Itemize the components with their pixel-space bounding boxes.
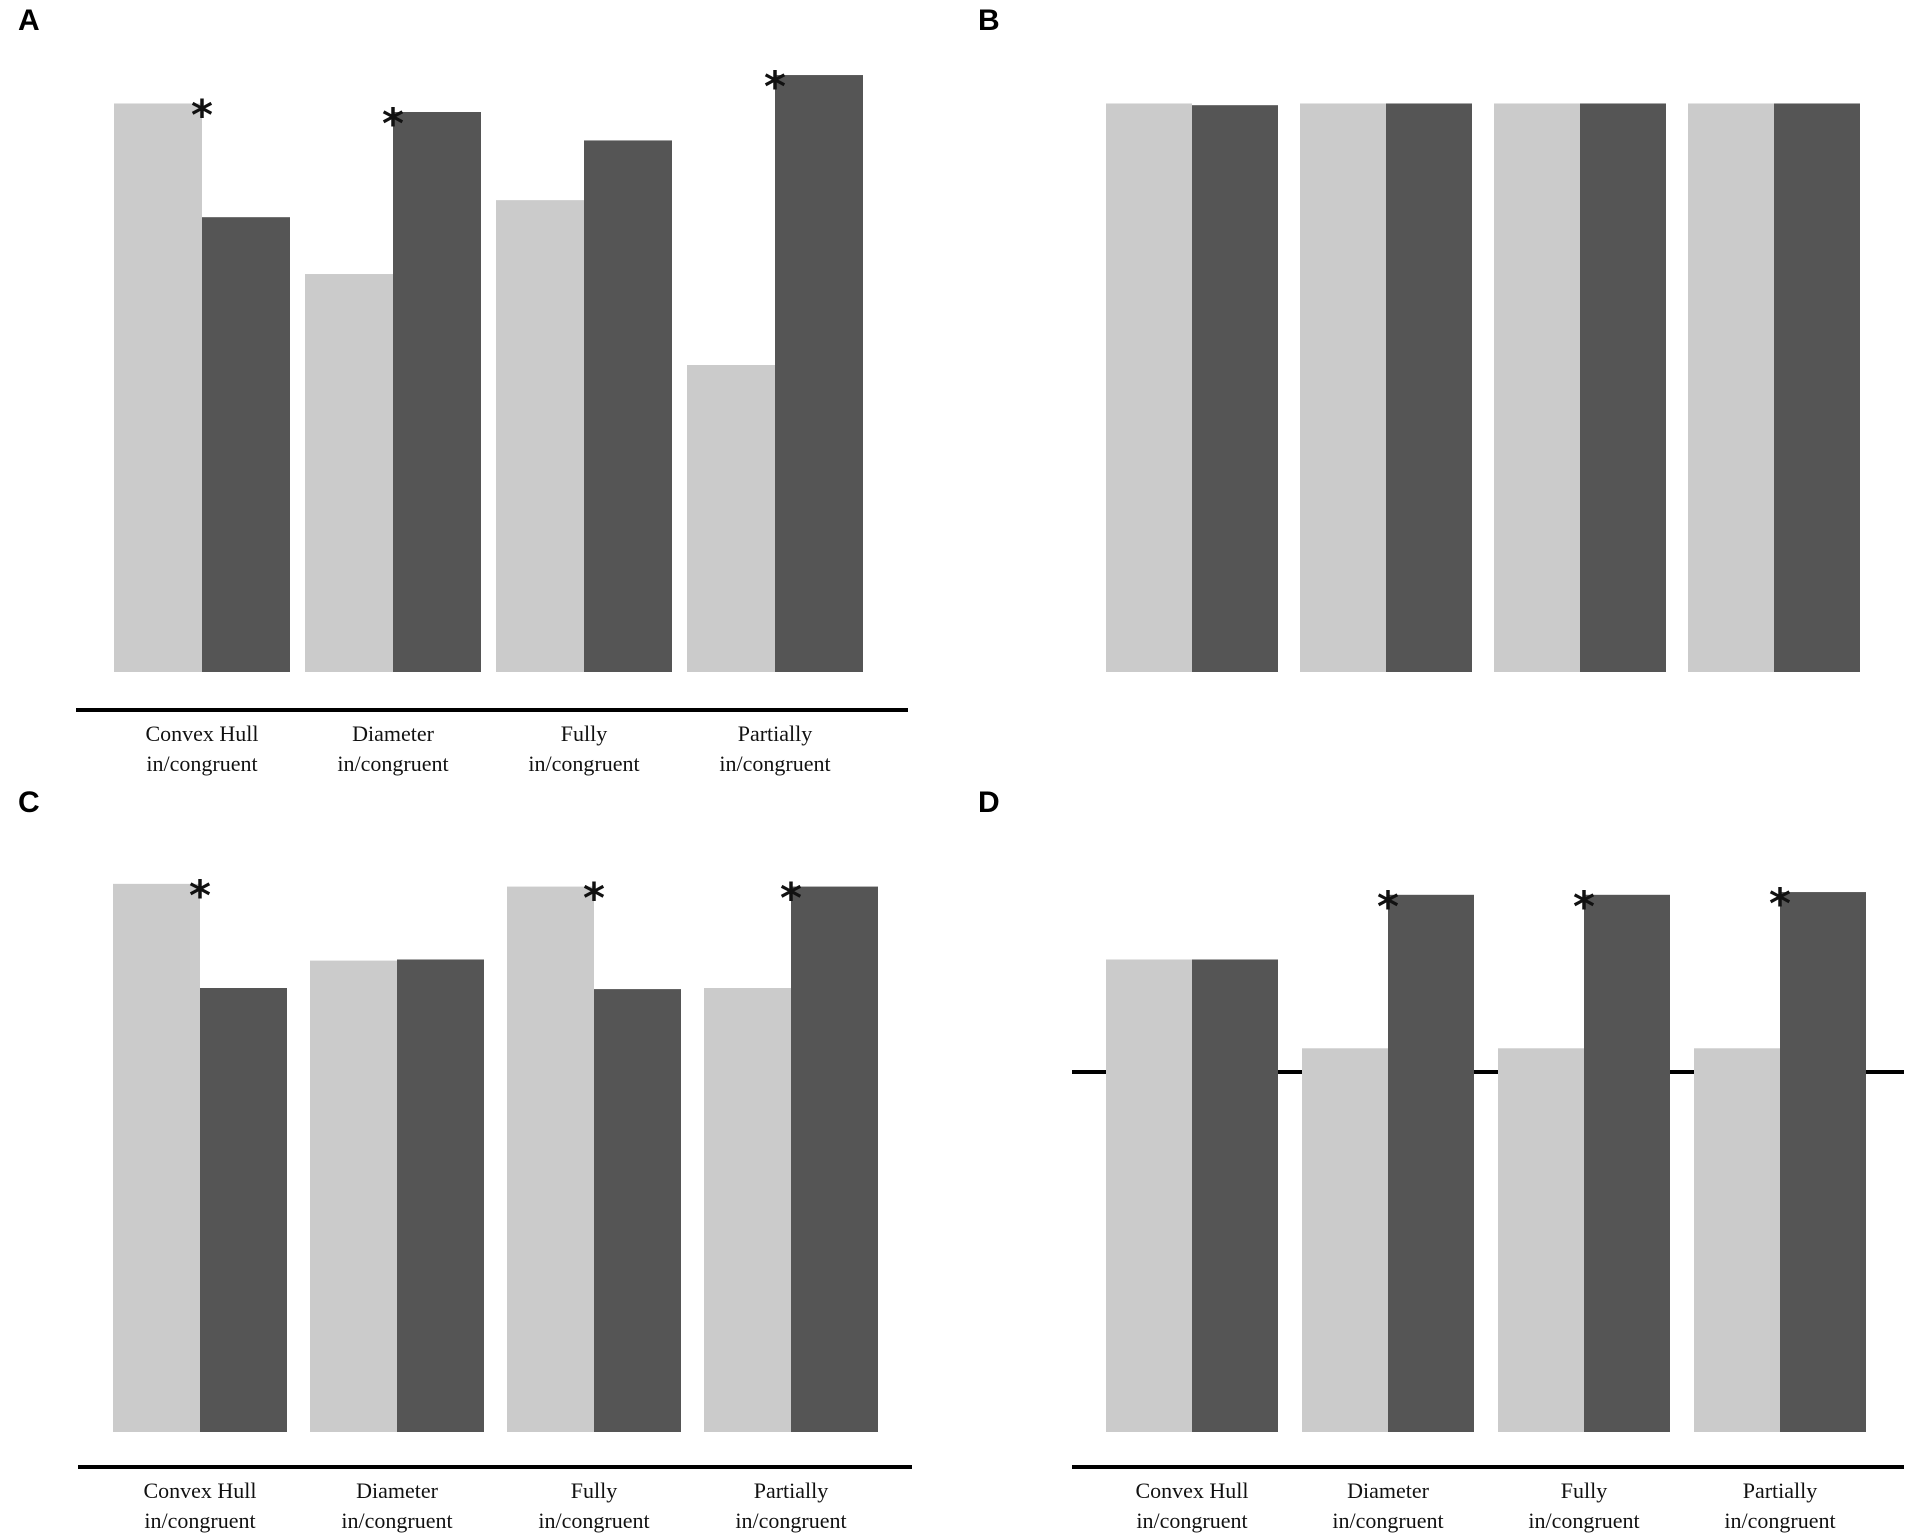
tick-label-a-4-line1: Partially xyxy=(738,721,813,746)
tick-label-d-1-line1: Convex Hull xyxy=(1135,1478,1248,1503)
bar-c-1-light xyxy=(113,883,200,1432)
bar-c-1-dark xyxy=(200,988,287,1432)
bar-c-3-dark xyxy=(594,989,681,1432)
panel-d: D Convex Hull in/congruent * Diameter in/con… xyxy=(978,786,1904,1533)
bar-d-1-light xyxy=(1106,959,1192,1432)
tick-label-c-1-line2: in/congruent xyxy=(144,1508,255,1533)
bar-a-2-dark xyxy=(393,112,481,672)
bar-d-1-dark xyxy=(1192,959,1278,1432)
significance-star-a-2: * xyxy=(382,99,404,148)
panel-label-c: C xyxy=(18,786,40,819)
panel-a: A * Convex Hull in/congruent * Diameter in/co… xyxy=(18,4,908,776)
significance-star-a-1: * xyxy=(191,90,213,139)
significance-star-c-3: * xyxy=(583,874,605,923)
tick-label-d-3-line1: Fully xyxy=(1561,1478,1607,1503)
tick-label-d-4-line1: Partially xyxy=(1743,1478,1818,1503)
bar-b-4-dark xyxy=(1774,103,1860,672)
bar-d-4-light xyxy=(1694,1048,1780,1432)
significance-star-d-3: * xyxy=(1573,882,1595,931)
tick-label-a-4-line2: in/congruent xyxy=(719,751,830,776)
bar-d-4-dark xyxy=(1780,892,1866,1432)
panel-c: C * Convex Hull in/congruent Diameter in/con… xyxy=(18,786,912,1533)
bar-a-1-dark xyxy=(202,217,290,672)
bar-c-3-light xyxy=(507,886,594,1432)
tick-label-c-3-line2: in/congruent xyxy=(538,1508,649,1533)
bar-c-2-light xyxy=(310,960,397,1432)
bar-b-1-dark xyxy=(1192,105,1278,673)
tick-label-a-3-line2: in/congruent xyxy=(528,751,639,776)
significance-star-c-1: * xyxy=(189,871,211,920)
bar-b-3-light xyxy=(1494,103,1580,672)
bar-d-2-dark xyxy=(1388,894,1474,1432)
tick-label-d-1-line2: in/congruent xyxy=(1136,1508,1247,1533)
tick-label-c-1-line1: Convex Hull xyxy=(143,1478,256,1503)
bar-b-2-dark xyxy=(1386,103,1472,672)
bar-b-4-light xyxy=(1688,103,1774,672)
bar-b-1-light xyxy=(1106,103,1192,672)
tick-label-a-3-line1: Fully xyxy=(561,721,607,746)
panel-label-d: D xyxy=(978,786,1000,819)
bar-a-3-light xyxy=(496,200,584,672)
tick-label-c-4-line2: in/congruent xyxy=(735,1508,846,1533)
bar-d-2-light xyxy=(1302,1048,1388,1432)
bar-a-4-dark xyxy=(775,75,863,673)
panel-label-b: B xyxy=(978,4,1000,37)
tick-label-a-2-line1: Diameter xyxy=(352,721,435,746)
tick-label-c-2-line2: in/congruent xyxy=(341,1508,452,1533)
bar-b-2-light xyxy=(1300,103,1386,672)
bar-d-3-dark xyxy=(1584,894,1670,1432)
significance-star-a-4: * xyxy=(764,62,786,111)
bar-c-2-dark xyxy=(397,959,484,1432)
bar-a-4-light xyxy=(687,365,775,672)
bar-c-4-light xyxy=(704,988,791,1432)
bar-b-3-dark xyxy=(1580,103,1666,672)
tick-label-a-1-line2: in/congruent xyxy=(146,751,257,776)
bar-a-3-dark xyxy=(584,140,672,672)
significance-star-d-4: * xyxy=(1769,879,1791,928)
bar-a-1-light xyxy=(114,103,202,672)
tick-label-a-2-line2: in/congruent xyxy=(337,751,448,776)
tick-label-d-2-line2: in/congruent xyxy=(1332,1508,1443,1533)
bar-c-4-dark xyxy=(791,886,878,1432)
tick-label-d-4-line2: in/congruent xyxy=(1724,1508,1835,1533)
bar-d-3-light xyxy=(1498,1048,1584,1432)
significance-star-c-4: * xyxy=(780,874,802,923)
tick-label-d-3-line2: in/congruent xyxy=(1528,1508,1639,1533)
panel-label-a: A xyxy=(18,4,40,37)
tick-label-c-4-line1: Partially xyxy=(754,1478,829,1503)
significance-star-d-2: * xyxy=(1377,882,1399,931)
tick-label-c-2-line1: Diameter xyxy=(356,1478,439,1503)
tick-label-d-2-line1: Diameter xyxy=(1347,1478,1430,1503)
tick-label-c-3-line1: Fully xyxy=(571,1478,617,1503)
tick-label-a-1-line1: Convex Hull xyxy=(145,721,258,746)
bar-a-2-light xyxy=(305,274,393,672)
